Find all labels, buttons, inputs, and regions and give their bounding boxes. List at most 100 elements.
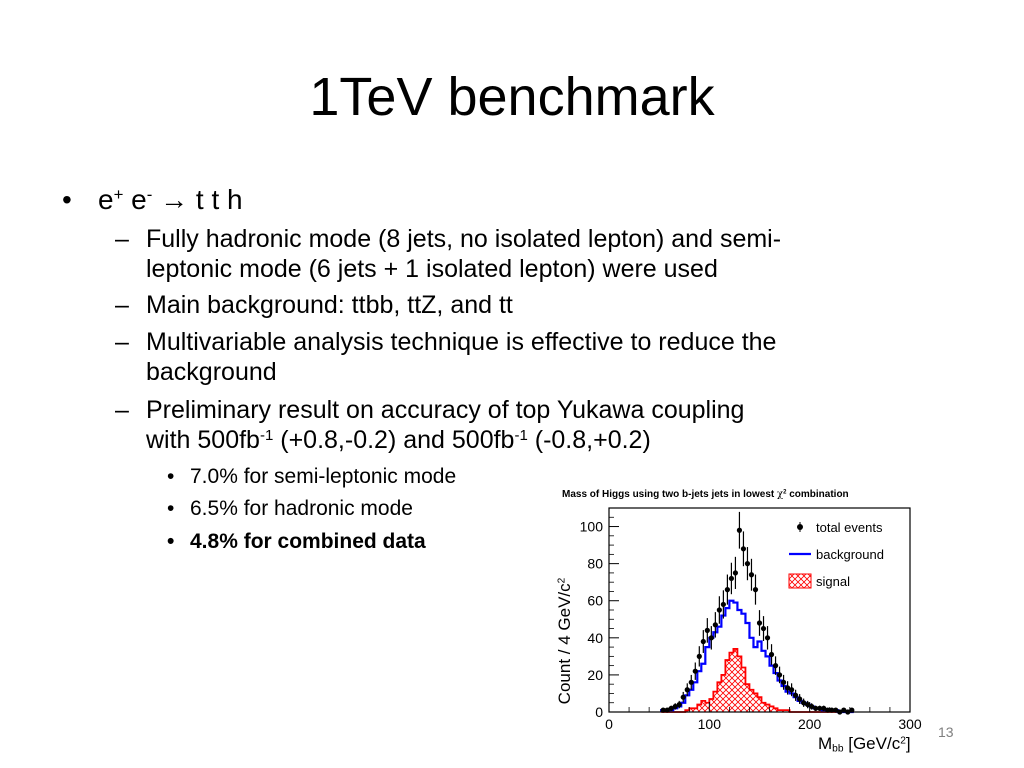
data-point — [724, 587, 730, 593]
data-point — [708, 635, 714, 641]
sub-marker-3: – — [115, 328, 129, 356]
result-hadronic: 6.5% for hadronic mode — [190, 497, 413, 520]
data-point — [704, 627, 710, 634]
sub-marker-4: – — [115, 396, 129, 424]
x-axis-label-end: ] — [905, 734, 911, 753]
data-point — [784, 685, 791, 691]
x-tick-label: 200 — [798, 716, 822, 732]
sub-bullet-3-line-1: Multivariable analysis technique is effe… — [146, 328, 777, 356]
data-point — [793, 692, 799, 698]
data-point — [716, 607, 722, 613]
chart-title-suffix: combination — [786, 489, 849, 500]
data-point — [817, 705, 823, 711]
final-state: t t h — [195, 184, 243, 215]
legend-background: background — [816, 547, 884, 562]
data-point — [772, 663, 779, 669]
electron-label: e — [98, 184, 114, 215]
data-point — [789, 687, 795, 693]
sub-bullet-1-line-1: Fully hadronic mode (8 jets, no isolated… — [146, 225, 782, 253]
slide-title: 1TeV benchmark — [309, 67, 715, 127]
data-point — [760, 625, 767, 632]
legend-total-events: total events — [816, 520, 883, 535]
data-point — [756, 620, 763, 626]
data-point — [801, 700, 807, 706]
y-tick-label: 20 — [587, 667, 603, 683]
x-axis-label: Mbb [GeV/c2] — [818, 734, 911, 754]
result-combined: 4.8% for combined data — [190, 530, 426, 553]
data-point — [696, 653, 702, 659]
data-point — [732, 570, 739, 576]
data-point — [813, 705, 819, 711]
x-tick-label: 0 — [605, 716, 613, 732]
data-point — [676, 701, 682, 708]
sub-bullet-3-line-2: background — [146, 358, 277, 386]
chi-sup: 2 — [783, 489, 787, 496]
data-point — [809, 703, 815, 710]
luminosity-text-3: (-0.8,+0.2) — [527, 426, 651, 454]
data-point — [684, 687, 690, 693]
result-marker-3: • — [167, 530, 175, 553]
sub-marker-1: – — [115, 225, 129, 253]
signal-hatch-fill — [661, 648, 854, 712]
luminosity-text-2: (+0.8,-0.2) and 500fb — [273, 426, 515, 454]
y-tick-label: 40 — [587, 630, 603, 646]
sub-bullet-2: Main background: ttbb, ttZ, and tt — [146, 291, 513, 319]
y-tick-label: 100 — [580, 519, 604, 535]
inverse-sup-1: -1 — [259, 426, 274, 444]
x-axis-label-sub: bb — [832, 743, 844, 755]
chart-title: Mass of Higgs using two b-jets jets in l… — [562, 489, 849, 500]
y-tick-label: 80 — [587, 556, 603, 572]
data-point — [720, 601, 726, 608]
result-marker-2: • — [167, 497, 175, 520]
x-axis-label-main: M — [818, 734, 833, 753]
sub-bullet-1-line-2: leptonic mode (6 jets + 1 isolated lepto… — [146, 255, 718, 283]
plot-frame — [608, 507, 911, 713]
x-tick-label: 300 — [898, 716, 922, 732]
data-point — [748, 572, 755, 578]
electron-label-2: e — [131, 184, 147, 215]
arrow-icon: → — [160, 184, 189, 215]
y-tick-label: 60 — [587, 593, 603, 609]
data-point — [744, 561, 751, 567]
data-point — [728, 575, 735, 582]
data-point — [712, 622, 718, 628]
data-point — [805, 701, 811, 708]
data-point — [680, 694, 686, 700]
x-tick-label: 100 — [698, 716, 722, 732]
inverse-sup-2: -1 — [514, 426, 528, 444]
data-point — [672, 703, 678, 710]
sub-bullet-4-line-1: Preliminary result on accuracy of top Yu… — [146, 396, 745, 424]
legend-data-marker — [797, 524, 803, 530]
result-semi-leptonic: 7.0% for semi-leptonic mode — [190, 465, 457, 488]
data-point — [752, 587, 759, 593]
x-axis-label-unit: [GeV/c — [843, 734, 901, 753]
sub-bullet-4-line-2: with 500fb-1 (+0.8,-0.2) and 500fb-1 (-0… — [146, 426, 651, 455]
legend-signal-swatch — [788, 573, 812, 589]
process-bullet: e+ e- → t t h — [98, 184, 243, 216]
data-point — [740, 546, 747, 552]
data-point — [668, 705, 674, 711]
bullet-marker: • — [62, 184, 72, 215]
x-axis-label-sup: 2 — [900, 735, 906, 747]
data-point — [688, 679, 694, 685]
data-point — [692, 668, 698, 674]
result-marker-1: • — [167, 465, 175, 488]
chart-title-text: Mass of Higgs using two b-jets jets in l… — [562, 489, 778, 500]
y-tick-label: 0 — [595, 704, 603, 720]
electron-charge: - — [146, 184, 153, 204]
data-point — [700, 638, 706, 645]
legend-signal: signal — [816, 574, 850, 589]
luminosity-text-1: with 500fb — [146, 426, 260, 454]
page-number: 13 — [938, 724, 954, 740]
sub-marker-2: – — [115, 291, 129, 319]
data-point — [736, 527, 743, 533]
data-point — [780, 679, 787, 685]
data-point — [821, 705, 827, 711]
data-point — [797, 696, 803, 702]
positron-charge: + — [113, 184, 124, 204]
data-point — [776, 672, 783, 678]
data-point — [764, 635, 771, 641]
chi-symbol: χ — [777, 489, 784, 500]
data-point — [768, 651, 775, 658]
